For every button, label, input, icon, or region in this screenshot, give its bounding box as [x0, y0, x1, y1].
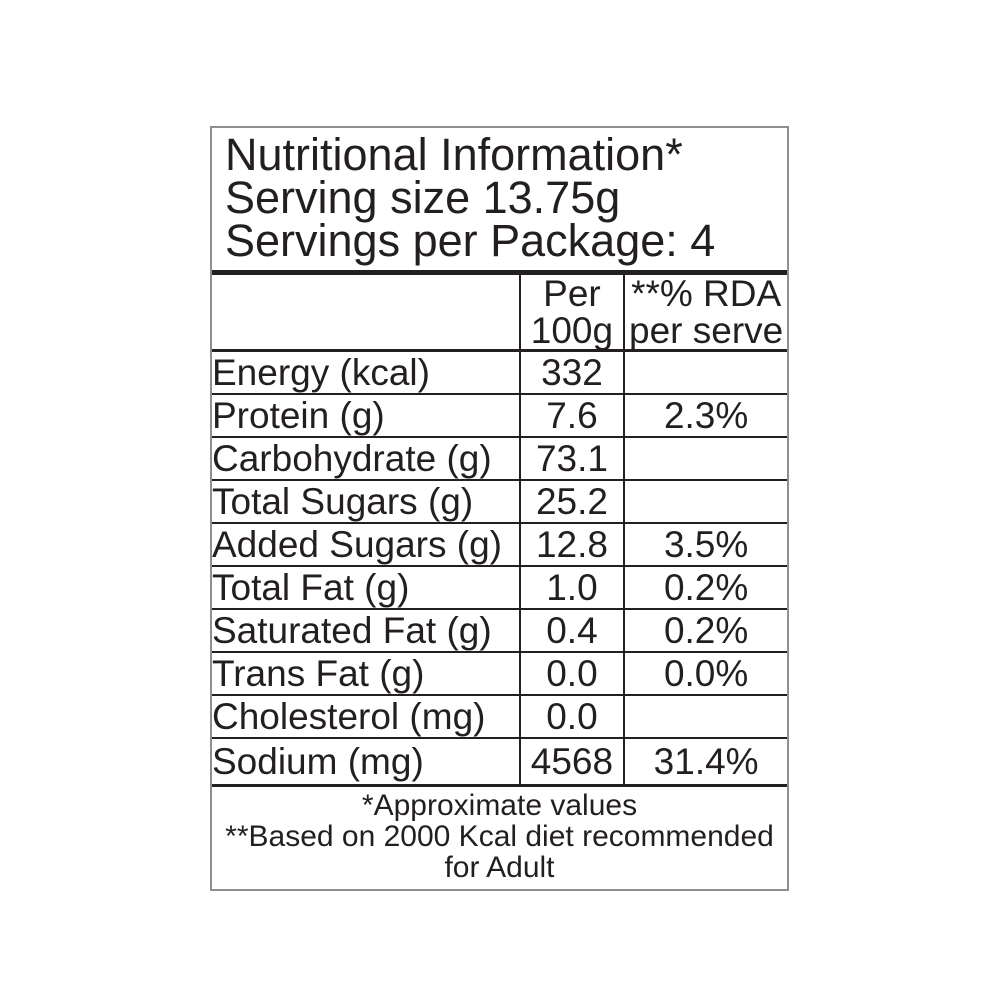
rda-value: 3.5% — [623, 522, 787, 567]
per-100g-value: 0.4 — [518, 608, 626, 653]
per-100g-value: 0.0 — [518, 694, 626, 739]
table-row-energy: Energy (kcal) 332 — [212, 349, 787, 395]
table-row-protein: Protein (g) 7.6 2.3% — [212, 393, 787, 438]
per-100g-value: 332 — [518, 349, 626, 395]
column-header-per-100g: Per 100g — [518, 275, 626, 352]
table-row-total-sugars: Total Sugars (g) 25.2 — [212, 479, 787, 524]
nutrient-name: Carbohydrate (g) — [212, 436, 521, 481]
nutrient-name: Cholesterol (mg) — [212, 694, 521, 739]
per-100g-value: 7.6 — [518, 393, 626, 438]
rda-line2: per serve — [629, 310, 784, 351]
rda-value — [623, 349, 787, 395]
table-row-total-fat: Total Fat (g) 1.0 0.2% — [212, 565, 787, 610]
label-title: Nutritional Information* — [225, 129, 683, 180]
table-row-sodium: Sodium (mg) 4568 31.4% — [212, 737, 787, 784]
rda-value: 2.3% — [623, 393, 787, 438]
nutrition-label: Nutritional Information* Serving size 13… — [210, 126, 789, 891]
per-100g-value: 25.2 — [518, 479, 626, 524]
rda-value — [623, 436, 787, 481]
table-row-saturated-fat: Saturated Fat (g) 0.4 0.2% — [212, 608, 787, 653]
nutrient-name: Added Sugars (g) — [212, 522, 521, 567]
per-100g-value: 1.0 — [518, 565, 626, 610]
rda-value: 0.2% — [623, 565, 787, 610]
column-header-nutrient — [212, 275, 521, 352]
table-row-cholesterol: Cholesterol (mg) 0.0 — [212, 694, 787, 739]
rda-value — [623, 694, 787, 739]
rda-value: 0.2% — [623, 608, 787, 653]
table-row-carbohydrate: Carbohydrate (g) 73.1 — [212, 436, 787, 481]
rda-value: 0.0% — [623, 651, 787, 696]
per-100g-value: 12.8 — [518, 522, 626, 567]
table-header-row: Per 100g **% RDA per serve — [212, 275, 787, 352]
table-row-added-sugars: Added Sugars (g) 12.8 3.5% — [212, 522, 787, 567]
per-100g-value: 4568 — [518, 737, 626, 784]
table-row-trans-fat: Trans Fat (g) 0.0 0.0% — [212, 651, 787, 696]
rda-line1: **% RDA — [631, 275, 782, 314]
label-title-block: Nutritional Information* Serving size 13… — [212, 128, 787, 275]
rda-value: 31.4% — [623, 737, 787, 784]
servings-per-package-line: Servings per Package: 4 — [225, 215, 716, 266]
footnote-rda-basis: **Based on 2000 Kcal diet recommended — [225, 820, 774, 853]
nutrient-table: Per 100g **% RDA per serve Energy (kcal)… — [212, 275, 787, 784]
per-100g-line1: Per — [543, 275, 601, 314]
footnote-rda-basis-continued: for Adult — [444, 851, 555, 884]
per-100g-line2: 100g — [530, 310, 614, 351]
nutrient-name: Protein (g) — [212, 393, 521, 438]
footnote-approximate-values: *Approximate values — [361, 789, 638, 822]
nutrient-name: Trans Fat (g) — [212, 651, 521, 696]
rda-value — [623, 479, 787, 524]
per-100g-value: 73.1 — [518, 436, 626, 481]
nutrient-name: Total Sugars (g) — [212, 479, 521, 524]
nutrient-name: Energy (kcal) — [212, 349, 521, 395]
nutrient-name: Total Fat (g) — [212, 565, 521, 610]
footnotes-block: *Approximate values **Based on 2000 Kcal… — [212, 784, 787, 889]
column-header-rda: **% RDA per serve — [623, 275, 787, 352]
nutrient-name: Sodium (mg) — [212, 737, 521, 784]
per-100g-value: 0.0 — [518, 651, 626, 696]
serving-size-line: Serving size 13.75g — [225, 172, 621, 223]
nutrient-name: Saturated Fat (g) — [212, 608, 521, 653]
